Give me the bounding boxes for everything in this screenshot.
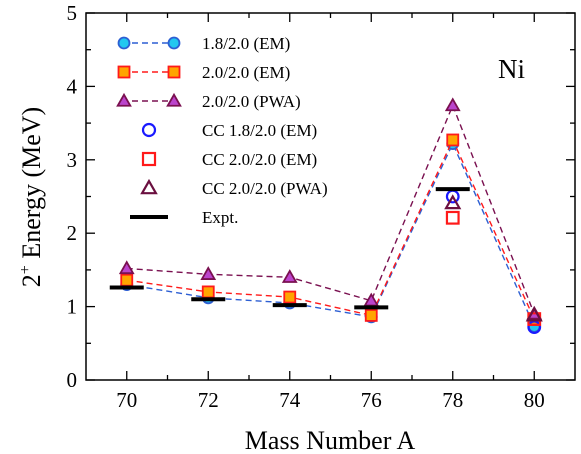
data-point [201,285,215,299]
data-point [444,97,461,112]
series-line [126,138,535,320]
legend-marker [140,178,158,195]
legend-label: 2.0/2.0 (PWA) [202,92,301,111]
legend-marker [141,151,157,167]
series [120,133,541,326]
legend-item: CC 1.8/2.0 (EM) [141,121,317,140]
y-tick-label: 4 [67,74,78,98]
legend-item: 2.0/2.0 (EM) [117,63,290,82]
data-point [364,309,378,322]
legend-label: 1.8/2.0 (EM) [202,34,290,53]
legend-marker [166,92,182,107]
data-point [120,273,134,287]
series [118,97,543,320]
x-tick-label: 74 [279,388,301,412]
series [109,187,470,310]
series [444,194,543,322]
legend-label: CC 2.0/2.0 (PWA) [202,179,328,198]
x-tick-label: 72 [198,388,219,412]
x-tick-label: 76 [361,388,382,412]
legend-label: CC 1.8/2.0 (EM) [202,121,317,140]
ticks: 70 72 74 76 78 80 0 1 2 3 4 5 [67,1,575,412]
legend: 1.8/2.0 (EM) 2.0/2.0 (EM) 2.0/2.0 (PWA) CC … [116,34,328,227]
legend-item: 1.8/2.0 (EM) [117,34,290,53]
legend-item: CC 2.0/2.0 (EM) [141,150,317,169]
y-axis-label: 2+ Energy (MeV) [17,107,46,287]
y-tick-label: 1 [67,295,78,319]
data-point [200,266,217,280]
legend-label: 2.0/2.0 (EM) [202,63,290,82]
y-tick-label: 3 [67,148,78,172]
y-axis-label-sup: + [17,265,34,274]
x-tick-label: 80 [524,388,545,412]
data-point [283,290,297,304]
data-point [445,210,460,225]
y-tick-label: 0 [67,368,78,392]
x-tick-label: 78 [442,388,463,412]
data-point [118,260,135,275]
series [445,210,542,326]
y-tick-label: 2 [67,221,78,245]
y-axis-label-base: 2 [17,274,46,287]
legend-label: CC 2.0/2.0 (EM) [202,150,317,169]
legend-marker [117,36,131,50]
legend-item: Expt. [130,208,238,227]
legend-label: Expt. [202,208,238,227]
series-line [126,141,535,327]
x-axis-label: Mass Number A [245,426,416,454]
legend-marker [167,36,181,50]
legend-marker [141,122,157,138]
series-layer [109,97,543,335]
x-tick-label: 70 [116,388,137,412]
legend-marker [167,65,181,79]
series-line [126,103,535,315]
series [445,189,542,335]
data-point [446,133,460,147]
data-point [444,194,462,210]
annotation-ni: Ni [498,54,525,84]
data-point [281,269,298,283]
legend-item: CC 2.0/2.0 (PWA) [140,178,328,198]
y-axis-label-rest: Energy (MeV) [17,107,46,265]
legend-marker [116,92,132,107]
legend-item: 2.0/2.0 (PWA) [116,92,301,111]
y-tick-label: 5 [67,1,78,25]
data-point [525,306,543,322]
legend-marker [117,65,131,79]
